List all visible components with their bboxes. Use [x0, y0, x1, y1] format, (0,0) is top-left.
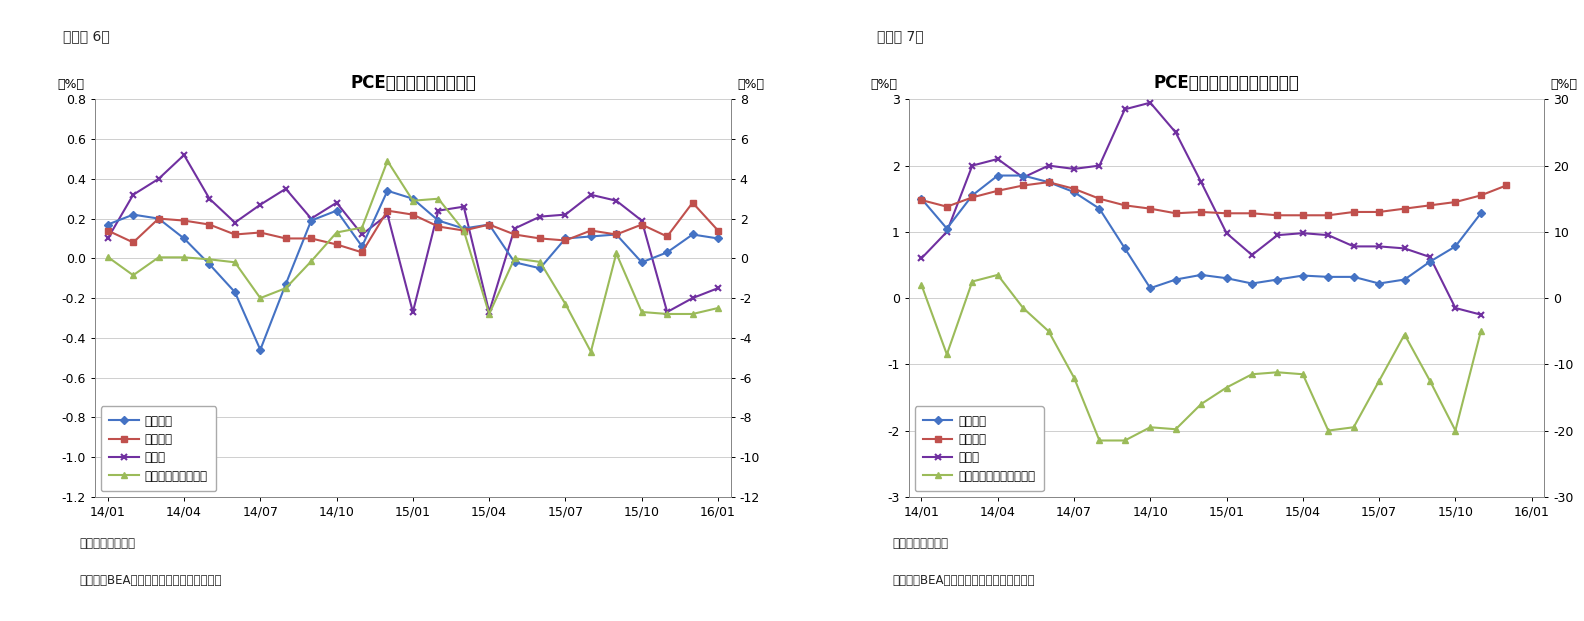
Text: （%）: （%） — [57, 78, 84, 91]
Text: （%）: （%） — [871, 78, 898, 91]
Text: （図表 6）: （図表 6） — [63, 29, 111, 43]
Title: PCE価格指数（前年同月比）: PCE価格指数（前年同月比） — [1153, 75, 1299, 93]
Text: （資料）BEAよりニッセイ基礎研究所作成: （資料）BEAよりニッセイ基礎研究所作成 — [893, 574, 1036, 587]
Text: （資料）BEAよりニッセイ基礎研究所作成: （資料）BEAよりニッセイ基礎研究所作成 — [79, 574, 222, 587]
Text: （%）: （%） — [737, 78, 763, 91]
Text: （図表 7）: （図表 7） — [878, 29, 923, 43]
Title: PCE価格指数（前月比）: PCE価格指数（前月比） — [350, 75, 475, 93]
Text: （%）: （%） — [1551, 78, 1578, 91]
Text: （注）季節調整済: （注）季節調整済 — [79, 537, 135, 550]
Text: （注）季節調整済: （注）季節調整済 — [893, 537, 949, 550]
Legend: 総合指数, コア指数, 食料品, エネルギー（右軸）: 総合指数, コア指数, 食料品, エネルギー（右軸） — [101, 406, 215, 491]
Legend: 総合指数, コア指数, 食料品, エネルギー関連（右軸）: 総合指数, コア指数, 食料品, エネルギー関連（右軸） — [914, 406, 1044, 491]
